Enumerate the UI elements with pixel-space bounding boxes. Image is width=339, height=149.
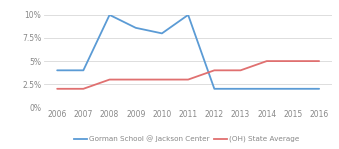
Legend: Gorman School @ Jackson Center, (OH) State Average: Gorman School @ Jackson Center, (OH) Sta… (71, 132, 302, 145)
